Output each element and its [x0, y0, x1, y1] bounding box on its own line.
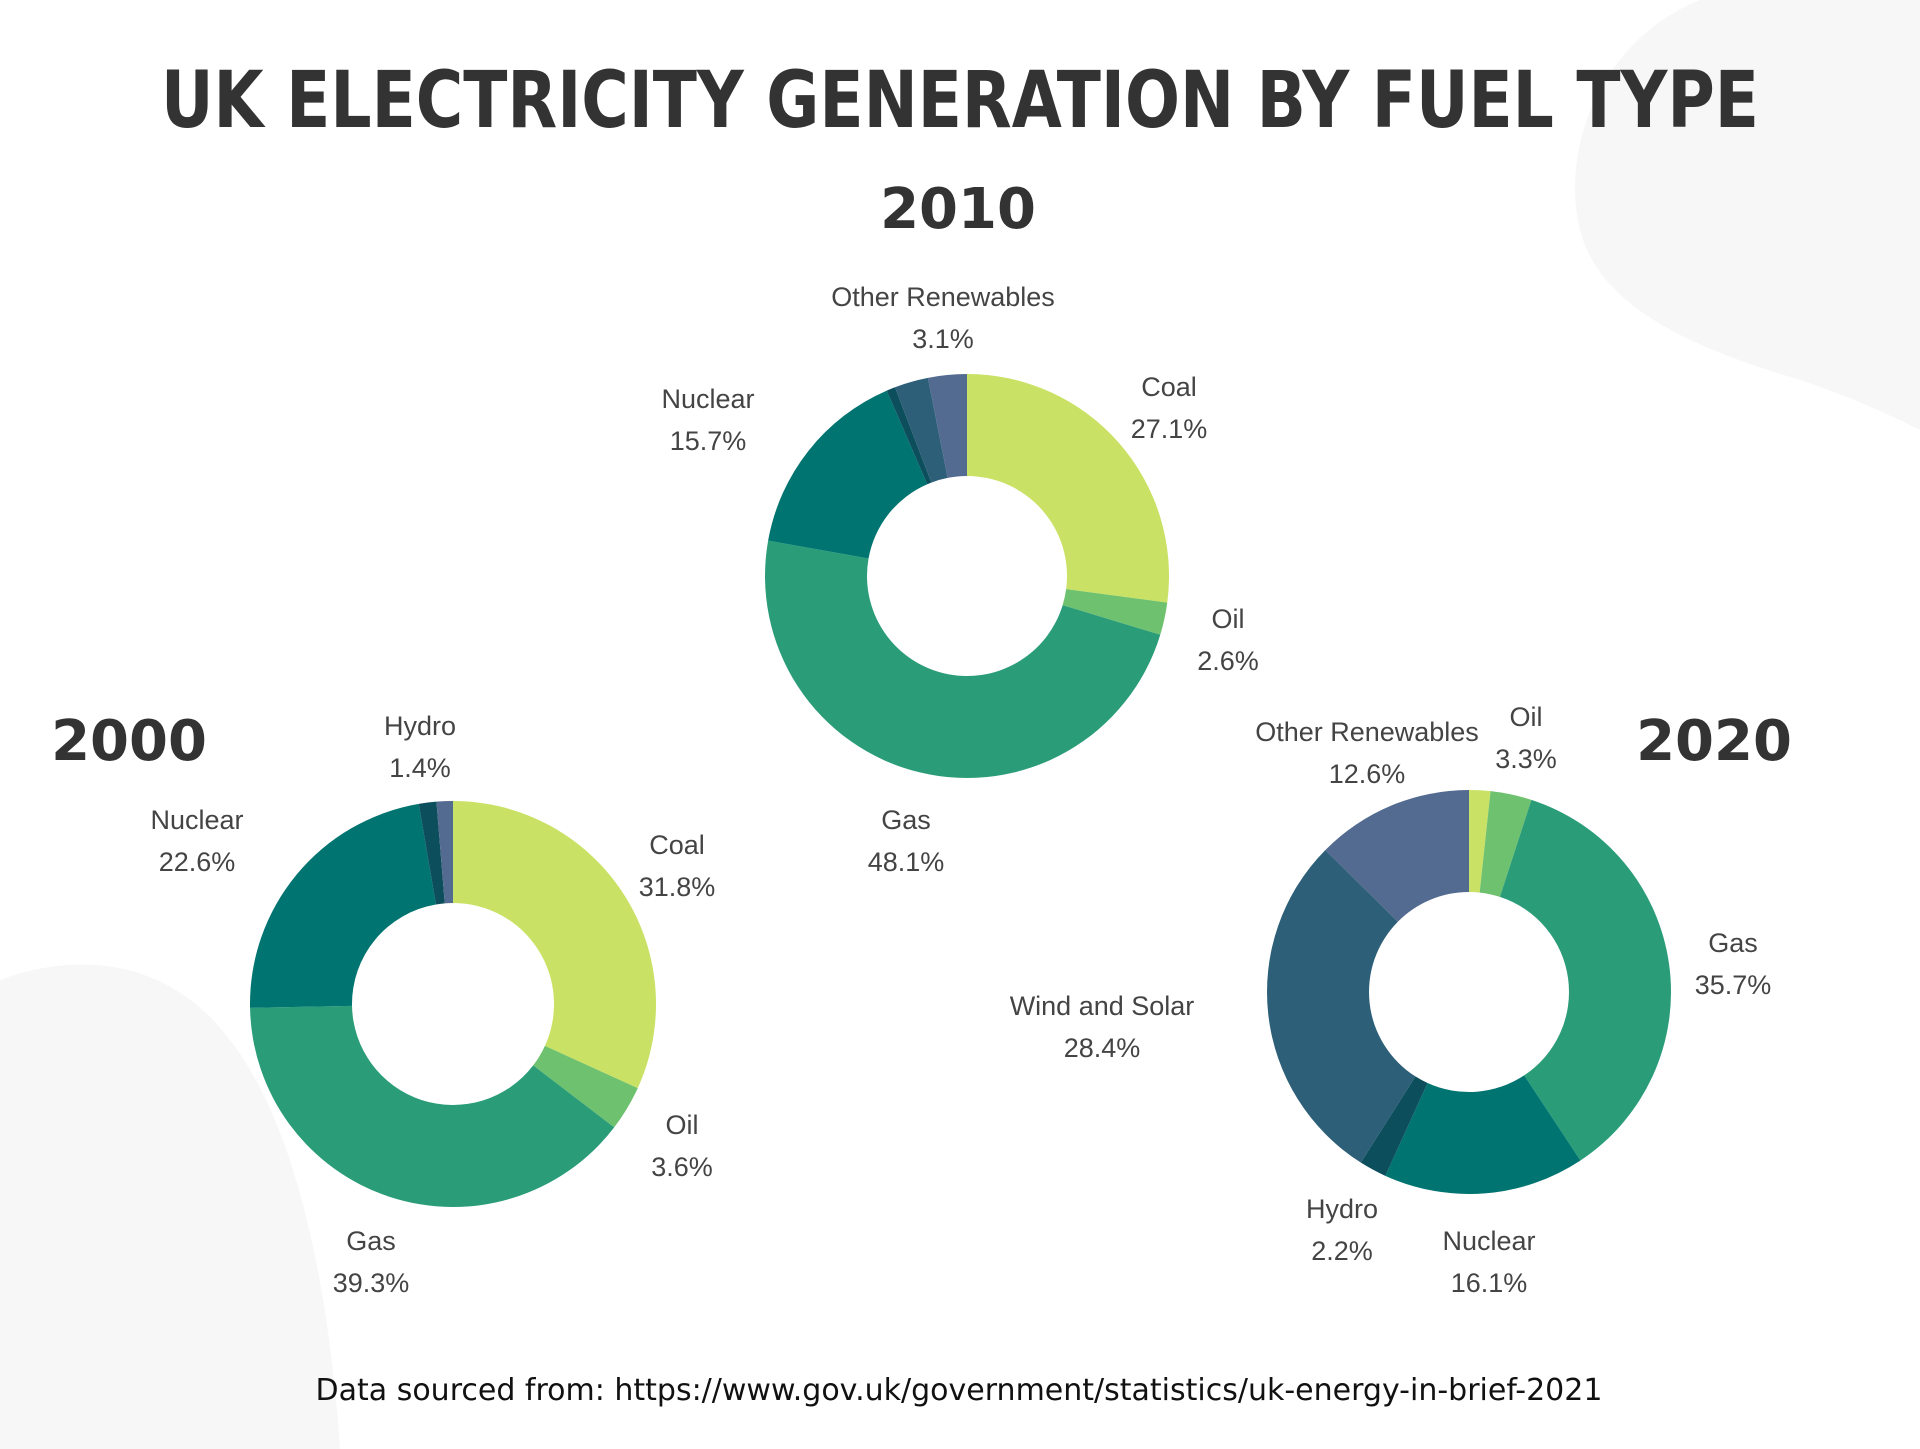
slice-label-coal: Coal: [1141, 372, 1197, 402]
slice-nuclear: [249, 803, 436, 1008]
background-blob-top-right: [1575, 0, 1920, 430]
slice-value-oil: 3.6%: [651, 1152, 713, 1182]
slice-value-gas: 35.7%: [1695, 970, 1772, 1000]
slice-unlabeled: [895, 377, 948, 483]
background-blob-bottom-left: [0, 964, 340, 1449]
slice-nuclear: [768, 390, 928, 559]
slice-value-nuclear: 16.1%: [1451, 1268, 1528, 1298]
donut-chart-2020: Oil 3.3% Gas 35.7% Nuclear 16.1% Hydro 2.2% Wind…: [1010, 702, 1792, 1298]
slice-value-gas: 48.1%: [868, 847, 945, 877]
slice-hydro: [418, 801, 445, 905]
slice-value-other-renewables: 3.1%: [912, 324, 974, 354]
slice-gas: [1499, 799, 1671, 1161]
slice-other-renewables: [1325, 790, 1469, 922]
slice-value-gas: 39.3%: [333, 1268, 410, 1298]
slice-oil: [1062, 589, 1168, 635]
slice-label-nuclear: Nuclear: [1442, 1226, 1535, 1256]
donut-chart-2000: Coal 31.8% Oil 3.6% Gas 39.3% Nuclear 22.6% Hydr…: [51, 709, 715, 1298]
slice-value-hydro: 2.2%: [1311, 1236, 1373, 1266]
slice-oil: [1479, 791, 1532, 897]
slice-unlabeled: [886, 387, 932, 485]
slice-oil: [533, 1045, 638, 1128]
slice-value-coal: 31.8%: [639, 872, 716, 902]
slice-label-nuclear: Nuclear: [150, 805, 243, 835]
slice-label-gas: Gas: [1708, 928, 1758, 958]
slice-wind-and-solar: [1267, 850, 1416, 1163]
slice-label-hydro: Hydro: [384, 711, 456, 741]
slice-coal: [453, 801, 656, 1089]
slice-value-coal: 27.1%: [1131, 414, 1208, 444]
year-title-2010: 2010: [880, 177, 1036, 242]
year-title-2000: 2000: [51, 709, 207, 774]
slice-label-coal: Coal: [649, 830, 705, 860]
year-title-2020: 2020: [1636, 709, 1792, 774]
slice-label-hydro: Hydro: [1306, 1194, 1378, 1224]
slice-value-other-renewables: 12.6%: [1329, 759, 1406, 789]
slice-value-wind-and-solar: 28.4%: [1064, 1033, 1141, 1063]
slice-value-nuclear: 15.7%: [670, 426, 747, 456]
slice-gas: [764, 540, 1161, 779]
source-note: Data sourced from: https://www.gov.uk/go…: [316, 1373, 1603, 1408]
slice-label-oil: Oil: [1510, 702, 1543, 732]
slice-value-oil: 2.6%: [1197, 646, 1259, 676]
slice-unlabeled: [436, 801, 453, 904]
slice-label-other-renewables: Other Renewables: [1255, 717, 1479, 747]
slice-label-wind-and-solar: Wind and Solar: [1010, 991, 1195, 1021]
slice-coal: [967, 374, 1169, 603]
slice-label-oil: Oil: [666, 1110, 699, 1140]
slice-unlabeled: [1469, 790, 1491, 893]
slice-hydro: [1360, 1076, 1428, 1176]
slice-value-hydro: 1.4%: [389, 753, 451, 783]
donut-chart-2010: Coal 27.1% Oil 2.6% Gas 48.1% Nuclear 15.7% Othe…: [661, 177, 1258, 877]
slice-nuclear: [1385, 1075, 1581, 1195]
slice-label-nuclear: Nuclear: [661, 384, 754, 414]
slice-value-nuclear: 22.6%: [159, 847, 236, 877]
slice-gas: [250, 1005, 615, 1207]
slice-label-gas: Gas: [346, 1226, 396, 1256]
slice-value-oil: 3.3%: [1495, 744, 1557, 774]
slice-label-gas: Gas: [881, 805, 931, 835]
slice-label-oil: Oil: [1212, 604, 1245, 634]
slice-other-renewables: [927, 374, 967, 478]
chart-title: UK ELECTRICITY GENERATION BY FUEL TYPE: [161, 56, 1759, 146]
slice-label-other-renewables: Other Renewables: [831, 282, 1055, 312]
